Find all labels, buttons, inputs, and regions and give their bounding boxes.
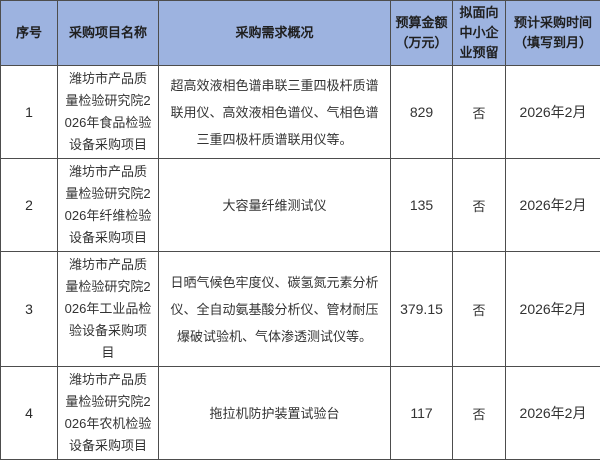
table-row: 3 潍坊市产品质量检验研究院2026年工业品检验设备采购项目 日晒气候色牢度仪、… xyxy=(1,252,600,367)
table-row: 4 潍坊市产品质量检验研究院2026年农机检验设备采购项目 拖拉机防护装置试验台… xyxy=(1,367,600,460)
header-sme-reserved: 拟面向中小企业预留 xyxy=(453,1,506,66)
procurement-time: 2026年2月 xyxy=(506,367,600,460)
header-summary: 采购需求概况 xyxy=(159,1,391,66)
header-time: 预计采购时间（填写到月） xyxy=(506,1,600,66)
sme-reserved: 否 xyxy=(453,66,506,159)
project-name: 潍坊市产品质量检验研究院2026年农机检验设备采购项目 xyxy=(58,367,159,460)
sme-reserved: 否 xyxy=(453,367,506,460)
demand-summary: 超高效液相色谱串联三重四极杆质谱联用仪、高效液相色谱仪、气相色谱三重四极杆质谱联… xyxy=(159,66,391,159)
procurement-time: 2026年2月 xyxy=(506,159,600,252)
procurement-time: 2026年2月 xyxy=(506,66,600,159)
demand-summary: 日晒气候色牢度仪、碳氢氮元素分析仪、全自动氨基酸分析仪、管材耐压爆破试验机、气体… xyxy=(159,252,391,367)
header-no: 序号 xyxy=(1,1,58,66)
header-budget: 预算金额（万元） xyxy=(391,1,453,66)
budget-amount: 829 xyxy=(391,66,453,159)
table-row: 2 潍坊市产品质量检验研究院2026年纤维检验设备采购项目 大容量纤维测试仪 1… xyxy=(1,159,600,252)
project-name: 潍坊市产品质量检验研究院2026年纤维检验设备采购项目 xyxy=(58,159,159,252)
sme-reserved: 否 xyxy=(453,159,506,252)
row-number: 3 xyxy=(1,252,58,367)
header-project-name: 采购项目名称 xyxy=(58,1,159,66)
row-number: 1 xyxy=(1,66,58,159)
sme-reserved: 否 xyxy=(453,252,506,367)
row-number: 2 xyxy=(1,159,58,252)
project-name: 潍坊市产品质量检验研究院2026年食品检验设备采购项目 xyxy=(58,66,159,159)
table-row: 1 潍坊市产品质量检验研究院2026年食品检验设备采购项目 超高效液相色谱串联三… xyxy=(1,66,600,159)
budget-amount: 135 xyxy=(391,159,453,252)
row-number: 4 xyxy=(1,367,58,460)
project-name: 潍坊市产品质量检验研究院2026年工业品检验设备采购项目 xyxy=(58,252,159,367)
demand-summary: 大容量纤维测试仪 xyxy=(159,159,391,252)
procurement-time: 2026年2月 xyxy=(506,252,600,367)
demand-summary: 拖拉机防护装置试验台 xyxy=(159,367,391,460)
budget-amount: 379.15 xyxy=(391,252,453,367)
budget-amount: 117 xyxy=(391,367,453,460)
table-header-row: 序号 采购项目名称 采购需求概况 预算金额（万元） 拟面向中小企业预留 预计采购… xyxy=(1,1,600,66)
